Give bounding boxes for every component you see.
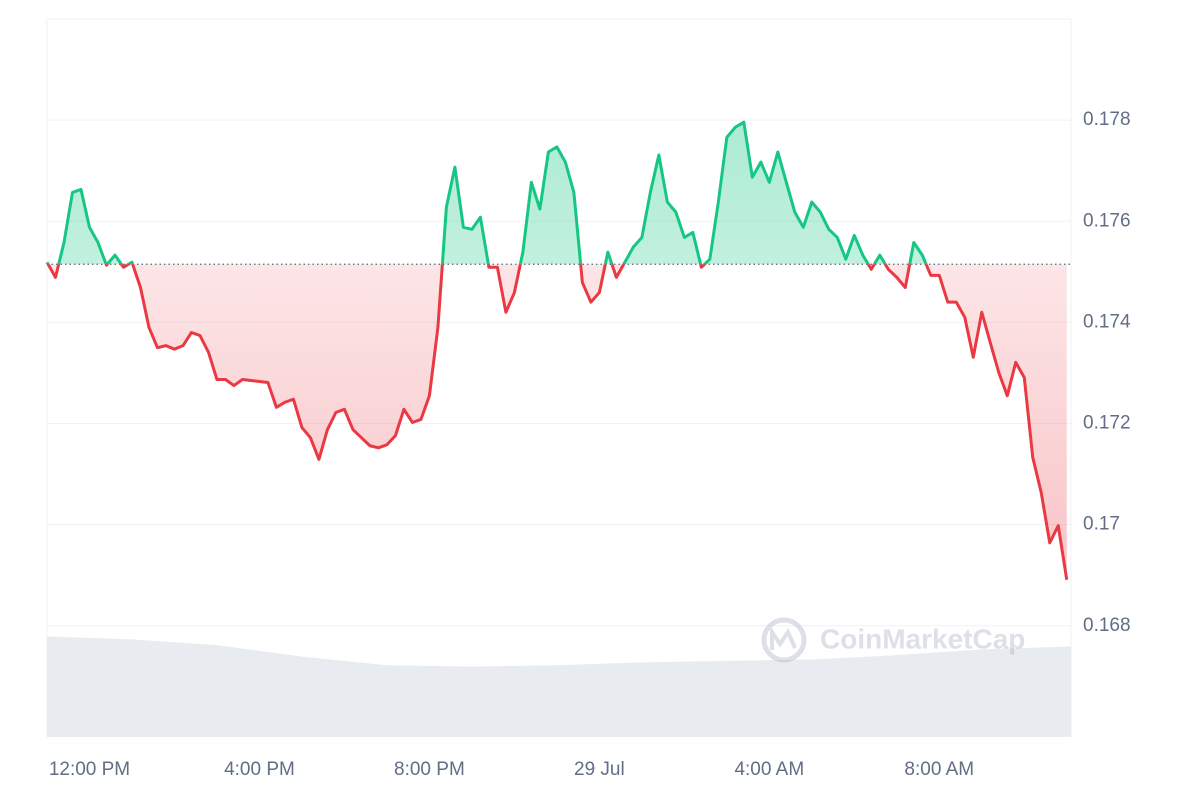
- watermark-logo: [770, 625, 797, 650]
- x-tick-label: 12:00 PM: [49, 759, 130, 780]
- x-tick-label: 4:00 PM: [224, 759, 295, 780]
- watermark-text: CoinMarketCap: [820, 623, 1025, 654]
- y-tick-label: 0.168: [1083, 615, 1131, 636]
- x-tick-label: 4:00 AM: [734, 759, 804, 780]
- x-tick-label: 29 Jul: [574, 759, 625, 780]
- x-tick-label: 8:00 AM: [904, 759, 974, 780]
- area-up: [47, 122, 1067, 265]
- y-tick-label: 0.178: [1083, 109, 1131, 130]
- y-tick-label: 0.174: [1083, 311, 1131, 332]
- watermark: CoinMarketCap: [761, 617, 1025, 663]
- plot: 0.168 0.17 0.172 0.174 0.176 0.178 12:00 PM 4:0…: [45, 18, 1131, 780]
- volume-area: [47, 636, 1071, 737]
- price-line-down: [46, 264, 1069, 580]
- x-tick-label: 8:00 PM: [394, 759, 465, 780]
- area-down: [48, 264, 1067, 580]
- y-tick-label: 0.17: [1083, 514, 1120, 535]
- watermark-logo: [761, 617, 807, 663]
- y-tick-label: 0.176: [1083, 210, 1131, 231]
- y-tick-label: 0.172: [1083, 413, 1131, 434]
- price-line-up: [45, 120, 928, 265]
